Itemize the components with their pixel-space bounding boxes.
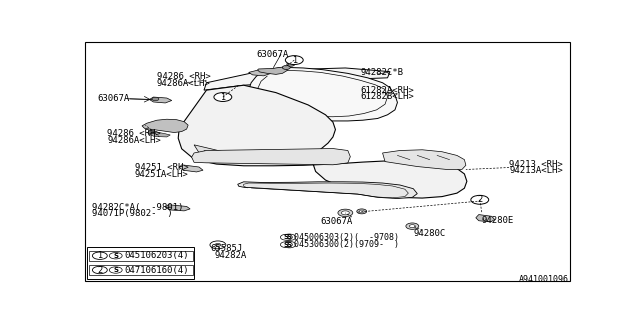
Text: 2: 2 (97, 266, 102, 275)
Text: 94280E: 94280E (482, 216, 514, 225)
Polygon shape (148, 131, 170, 137)
Text: 1: 1 (220, 92, 225, 101)
Text: 61282A<RH>: 61282A<RH> (360, 86, 414, 95)
Polygon shape (204, 68, 390, 90)
Text: 94251A<LH>: 94251A<LH> (134, 170, 188, 179)
Text: 045106203(4): 045106203(4) (125, 251, 189, 260)
Text: S: S (284, 242, 289, 248)
Text: 047106160(4): 047106160(4) (125, 266, 189, 275)
Polygon shape (383, 150, 466, 170)
Circle shape (109, 252, 122, 259)
Text: S: S (113, 253, 118, 259)
Text: 94286 <RH>: 94286 <RH> (157, 72, 211, 81)
Circle shape (210, 241, 226, 249)
Text: 63067A: 63067A (97, 94, 130, 103)
Circle shape (287, 62, 295, 66)
Text: 63067A: 63067A (321, 217, 353, 226)
Circle shape (471, 195, 489, 204)
Circle shape (152, 97, 159, 101)
Text: S: S (287, 242, 292, 248)
Circle shape (341, 211, 349, 215)
Text: 94071P(9802-  ): 94071P(9802- ) (92, 209, 173, 218)
Circle shape (410, 225, 415, 228)
Text: 94251 <RH>: 94251 <RH> (134, 163, 188, 172)
Polygon shape (178, 85, 467, 198)
Circle shape (282, 66, 291, 69)
Text: 2: 2 (477, 195, 483, 204)
Circle shape (406, 223, 419, 229)
Circle shape (356, 209, 367, 214)
Text: 045306300(2)(9709-  ): 045306300(2)(9709- ) (294, 240, 399, 249)
Circle shape (338, 209, 353, 217)
Text: 94282C*A(  -9801): 94282C*A( -9801) (92, 203, 184, 212)
Polygon shape (142, 119, 188, 132)
Text: 94286A<LH>: 94286A<LH> (157, 79, 211, 89)
Bar (89, 265, 193, 275)
Text: 94286A<LH>: 94286A<LH> (108, 136, 161, 145)
Text: 94213 <RH>: 94213 <RH> (509, 160, 563, 169)
Circle shape (148, 130, 156, 134)
Text: 94286 <RH>: 94286 <RH> (108, 129, 161, 138)
Text: S: S (284, 234, 289, 240)
Polygon shape (257, 67, 287, 74)
Polygon shape (237, 182, 417, 198)
Circle shape (109, 267, 122, 273)
Circle shape (359, 210, 364, 212)
Polygon shape (179, 165, 203, 172)
Polygon shape (150, 97, 172, 103)
Circle shape (280, 234, 292, 240)
Polygon shape (194, 145, 227, 159)
Text: 94280C: 94280C (413, 229, 445, 238)
Text: 61282B<LH>: 61282B<LH> (360, 92, 414, 101)
Circle shape (92, 252, 108, 260)
Text: 65585J: 65585J (210, 244, 242, 253)
Bar (88, 247, 194, 279)
Circle shape (215, 244, 221, 246)
Circle shape (280, 242, 292, 248)
Text: 94282C*B: 94282C*B (360, 68, 403, 77)
Text: 045006303(2)(  -9708): 045006303(2)( -9708) (294, 233, 399, 242)
Text: 94282A: 94282A (215, 251, 247, 260)
Polygon shape (165, 205, 190, 211)
Circle shape (92, 266, 108, 274)
Text: 1: 1 (292, 56, 297, 65)
Text: 1: 1 (97, 251, 102, 260)
Circle shape (283, 234, 296, 240)
Circle shape (285, 56, 303, 65)
Circle shape (214, 92, 232, 101)
Text: 63067A: 63067A (256, 50, 289, 59)
Polygon shape (476, 215, 495, 222)
Polygon shape (249, 70, 271, 76)
Text: 94213A<LH>: 94213A<LH> (509, 166, 563, 175)
Text: S: S (113, 267, 118, 273)
Polygon shape (204, 150, 221, 157)
Text: A941001096: A941001096 (519, 275, 569, 284)
Polygon shape (249, 68, 397, 121)
Polygon shape (191, 148, 350, 165)
Text: S: S (287, 234, 292, 240)
Circle shape (283, 241, 296, 248)
Bar (89, 251, 193, 261)
